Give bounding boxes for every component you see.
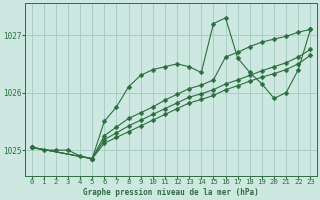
X-axis label: Graphe pression niveau de la mer (hPa): Graphe pression niveau de la mer (hPa) xyxy=(83,188,259,197)
